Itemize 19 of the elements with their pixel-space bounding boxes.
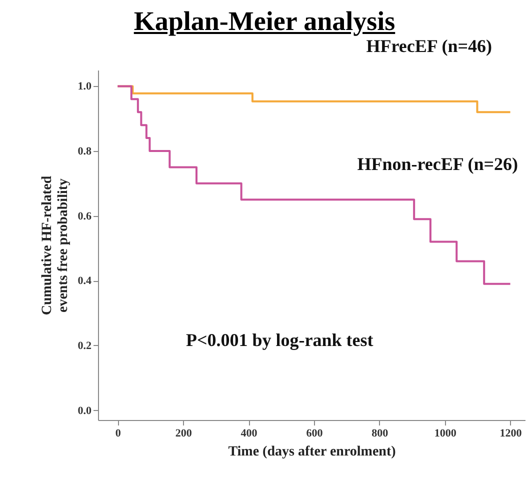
x-tick-label: 1000 <box>434 428 457 440</box>
series-label: HFnon-recEF (n=26) <box>357 154 518 174</box>
x-tick-label: 200 <box>175 428 192 440</box>
text: HFrecEF (n=46) <box>366 36 492 56</box>
y-axis-title: Cumulative HF-related events free probability <box>40 176 71 316</box>
x-tick-label: 800 <box>372 428 389 440</box>
y-tick-label: 0.0 <box>78 404 92 417</box>
y-tick-label: 0.4 <box>78 275 92 288</box>
y-tick-label: 0.2 <box>78 340 92 352</box>
y-tick-label: 0.8 <box>78 146 92 158</box>
x-tick-label: 600 <box>306 428 324 440</box>
chart-title: Kaplan-Meier analysis <box>132 6 396 37</box>
annotation: P<0.001 by log-rank test <box>186 330 374 350</box>
y-tick-label: 0.6 <box>78 210 92 222</box>
x-tick-label: 1200 <box>500 428 522 440</box>
y-tick-label: 1.0 <box>78 80 92 93</box>
x-tick-label: 400 <box>240 428 258 440</box>
x-tick-label: 0 <box>115 428 122 440</box>
x-axis-title: Time (days after enrolment) <box>228 444 396 460</box>
